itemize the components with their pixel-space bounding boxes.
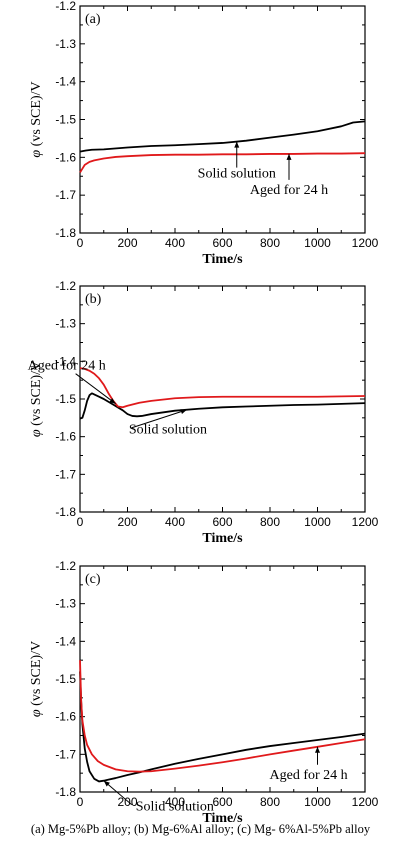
y-axis-symbol: φ	[29, 150, 44, 158]
series-line	[79, 392, 366, 420]
y-tick-label: -1.4	[55, 634, 76, 648]
y-tick-label: -1.7	[55, 188, 76, 202]
y-axis-title: φ (vs SCE)/V	[29, 361, 44, 437]
annotation-label: Aged for 24 h	[270, 768, 348, 783]
y-tick-label: -1.2	[55, 559, 76, 573]
plot-frame-b	[79, 285, 366, 513]
x-tick-label: 200	[117, 515, 137, 529]
y-tick-label: -1.8	[55, 505, 76, 519]
annotation-arrowhead	[315, 746, 320, 753]
x-tick-label: 1000	[304, 236, 331, 250]
series-line	[79, 120, 366, 153]
x-tick-label: 800	[260, 795, 280, 809]
y-axis-unit: (vs SCE)/V	[29, 641, 44, 709]
panel-label: (a)	[85, 12, 101, 27]
y-axis-title: φ (vs SCE)/V	[29, 81, 44, 157]
y-tick-label: -1.6	[55, 430, 76, 444]
y-tick-label: -1.8	[55, 785, 76, 799]
x-tick-label: 1200	[352, 795, 379, 809]
annotation-arrowhead	[286, 153, 292, 160]
y-tick-label: -1.6	[55, 710, 76, 724]
panel-label: (b)	[85, 292, 102, 307]
y-axis-unit: (vs SCE)/V	[29, 361, 44, 429]
x-axis-title: Time/s	[202, 531, 243, 546]
y-tick-label: -1.5	[55, 113, 76, 127]
annotation-arrow	[131, 409, 188, 429]
x-tick-label: 400	[165, 515, 185, 529]
y-axis-title: φ (vs SCE)/V	[29, 641, 44, 717]
x-tick-label: 1200	[352, 515, 379, 529]
x-tick-label: 200	[117, 795, 137, 809]
y-tick-label: -1.3	[55, 317, 76, 331]
x-axis-title: Time/s	[202, 252, 243, 267]
x-tick-label: 600	[212, 795, 232, 809]
x-tick-label: 1200	[352, 236, 379, 250]
figure-caption: (a) Mg-5%Pb alloy; (b) Mg-6%Al alloy; (c…	[30, 822, 371, 836]
x-tick-label: 800	[260, 236, 280, 250]
y-tick-label: -1.7	[55, 747, 76, 761]
y-tick-label: -1.2	[55, 0, 76, 13]
x-tick-label: 400	[165, 236, 185, 250]
y-axis-symbol: φ	[29, 429, 44, 437]
x-tick-label: 0	[77, 236, 84, 250]
x-tick-label: 600	[212, 515, 232, 529]
annotation-label: Solid solution	[136, 800, 214, 815]
y-tick-label: -1.4	[55, 354, 76, 368]
y-tick-label: -1.8	[55, 226, 76, 240]
annotation-label: Aged for 24 h	[28, 359, 106, 374]
x-tick-label: 600	[212, 236, 232, 250]
panel-label: (c)	[85, 572, 101, 587]
annotation-arrow	[103, 780, 133, 806]
annotation-arrowhead	[103, 780, 110, 787]
x-tick-label: 200	[117, 236, 137, 250]
annotation-label: Solid solution	[129, 423, 207, 438]
y-tick-label: -1.7	[55, 467, 76, 481]
annotation-arrow	[75, 373, 116, 405]
x-tick-label: 400	[165, 795, 185, 809]
x-tick-label: 0	[77, 795, 84, 809]
series-line	[79, 152, 366, 173]
annotation-label: Solid solution	[198, 167, 276, 182]
x-axis-title: Time/s	[202, 811, 243, 826]
y-tick-label: -1.5	[55, 672, 76, 686]
y-tick-label: -1.2	[55, 279, 76, 293]
annotation-arrowhead	[180, 409, 187, 414]
series-line	[79, 671, 366, 783]
annotation-arrowhead	[234, 141, 240, 148]
y-tick-label: -1.3	[55, 597, 76, 611]
annotation-arrowhead	[109, 398, 116, 404]
x-tick-label: 1000	[304, 795, 331, 809]
x-tick-label: 800	[260, 515, 280, 529]
y-tick-label: -1.4	[55, 75, 76, 89]
y-tick-label: -1.5	[55, 392, 76, 406]
series-line	[79, 660, 366, 773]
y-axis-symbol: φ	[29, 709, 44, 717]
annotation-label: Aged for 24 h	[250, 183, 328, 198]
plot-frame-c	[79, 565, 366, 793]
x-tick-label: 0	[77, 515, 84, 529]
x-tick-label: 1000	[304, 515, 331, 529]
y-tick-label: -1.6	[55, 150, 76, 164]
plot-frame-a	[79, 5, 366, 234]
y-tick-label: -1.3	[55, 37, 76, 51]
series-line	[79, 367, 366, 409]
y-axis-unit: (vs SCE)/V	[29, 81, 44, 149]
